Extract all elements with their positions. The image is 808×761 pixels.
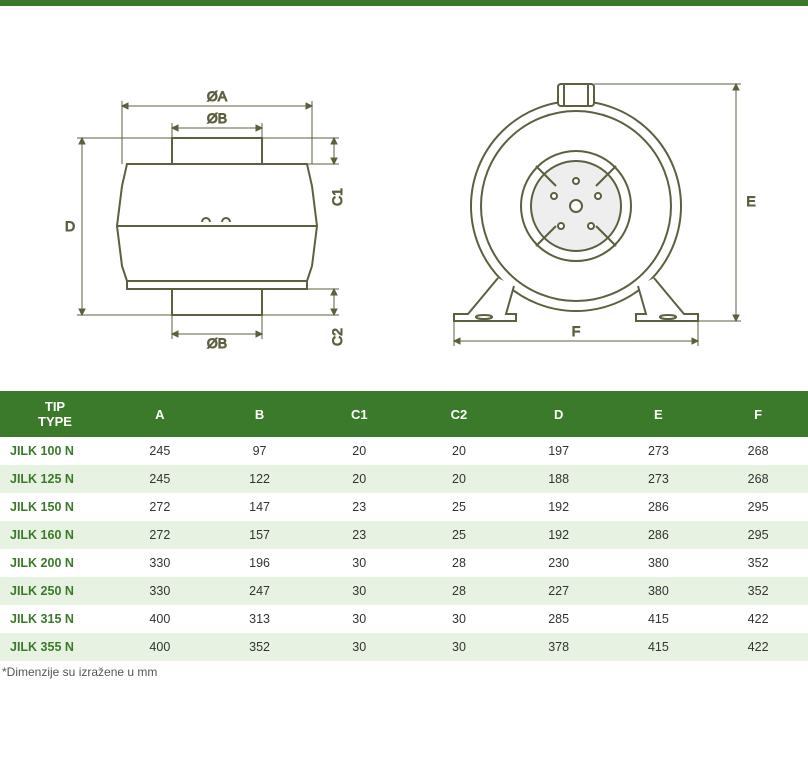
th-D: D [509, 391, 609, 437]
front-view-diagram: E F [406, 46, 766, 361]
cell-C1: 20 [309, 437, 409, 465]
cell-D: 192 [509, 493, 609, 521]
cell-F: 295 [708, 521, 808, 549]
table-row: JILK 100 N245972020197273268 [0, 437, 808, 465]
cell-C2: 28 [409, 577, 509, 605]
table-row: JILK 355 N4003523030378415422 [0, 633, 808, 661]
cell-C2: 20 [409, 437, 509, 465]
cell-model: JILK 150 N [0, 493, 110, 521]
cell-B: 313 [210, 605, 310, 633]
cell-A: 272 [110, 521, 210, 549]
table-row: JILK 250 N3302473028227380352 [0, 577, 808, 605]
cell-F: 352 [708, 549, 808, 577]
table-row: JILK 200 N3301963028230380352 [0, 549, 808, 577]
footnote: *Dimenzije su izražene u mm [0, 661, 808, 683]
cell-model: JILK 250 N [0, 577, 110, 605]
cell-B: 352 [210, 633, 310, 661]
side-view-diagram: ØA ØB ØB D [42, 46, 362, 361]
cell-model: JILK 200 N [0, 549, 110, 577]
dimensions-table: TIP TYPE A B C1 C2 D E F JILK 100 N24597… [0, 391, 808, 661]
cell-C1: 23 [309, 493, 409, 521]
table-row: JILK 125 N2451222020188273268 [0, 465, 808, 493]
th-F: F [708, 391, 808, 437]
cell-E: 380 [609, 577, 709, 605]
cell-C1: 30 [309, 633, 409, 661]
cell-A: 400 [110, 605, 210, 633]
cell-E: 415 [609, 605, 709, 633]
label-C1: C1 [329, 188, 345, 206]
label-phiB-top: ØB [207, 110, 227, 126]
cell-A: 272 [110, 493, 210, 521]
cell-C2: 25 [409, 521, 509, 549]
th-C1: C1 [309, 391, 409, 437]
cell-C2: 20 [409, 465, 509, 493]
cell-A: 400 [110, 633, 210, 661]
cell-C2: 25 [409, 493, 509, 521]
diagram-area: ØA ØB ØB D [0, 6, 808, 391]
cell-E: 286 [609, 521, 709, 549]
table-body: JILK 100 N245972020197273268JILK 125 N24… [0, 437, 808, 661]
cell-B: 196 [210, 549, 310, 577]
cell-A: 330 [110, 549, 210, 577]
cell-D: 378 [509, 633, 609, 661]
cell-E: 415 [609, 633, 709, 661]
th-B: B [210, 391, 310, 437]
cell-D: 285 [509, 605, 609, 633]
cell-D: 197 [509, 437, 609, 465]
cell-model: JILK 125 N [0, 465, 110, 493]
cell-C1: 23 [309, 521, 409, 549]
th-type: TIP TYPE [0, 391, 110, 437]
cell-E: 273 [609, 437, 709, 465]
cell-D: 188 [509, 465, 609, 493]
th-type-l1: TIP [45, 399, 65, 414]
label-F: F [572, 323, 581, 339]
table-header-row: TIP TYPE A B C1 C2 D E F [0, 391, 808, 437]
cell-B: 122 [210, 465, 310, 493]
label-C2: C2 [329, 328, 345, 346]
cell-E: 380 [609, 549, 709, 577]
cell-model: JILK 100 N [0, 437, 110, 465]
cell-F: 268 [708, 465, 808, 493]
cell-model: JILK 315 N [0, 605, 110, 633]
cell-C1: 20 [309, 465, 409, 493]
cell-D: 192 [509, 521, 609, 549]
cell-D: 230 [509, 549, 609, 577]
label-D: D [65, 218, 75, 234]
cell-model: JILK 355 N [0, 633, 110, 661]
cell-B: 97 [210, 437, 310, 465]
label-phiA: ØA [207, 88, 228, 104]
cell-C2: 30 [409, 605, 509, 633]
cell-C1: 30 [309, 605, 409, 633]
front-view-svg: E F [406, 46, 766, 356]
th-C2: C2 [409, 391, 509, 437]
th-E: E [609, 391, 709, 437]
cell-E: 273 [609, 465, 709, 493]
cell-F: 268 [708, 437, 808, 465]
cell-F: 422 [708, 633, 808, 661]
cell-B: 157 [210, 521, 310, 549]
cell-model: JILK 160 N [0, 521, 110, 549]
label-E: E [746, 193, 755, 209]
cell-D: 227 [509, 577, 609, 605]
cell-F: 352 [708, 577, 808, 605]
cell-A: 245 [110, 437, 210, 465]
cell-B: 247 [210, 577, 310, 605]
cell-F: 422 [708, 605, 808, 633]
th-type-l2: TYPE [38, 414, 72, 429]
table-row: JILK 150 N2721472325192286295 [0, 493, 808, 521]
cell-E: 286 [609, 493, 709, 521]
cell-C1: 30 [309, 549, 409, 577]
table-row: JILK 315 N4003133030285415422 [0, 605, 808, 633]
cell-A: 245 [110, 465, 210, 493]
table-row: JILK 160 N2721572325192286295 [0, 521, 808, 549]
th-A: A [110, 391, 210, 437]
cell-C2: 28 [409, 549, 509, 577]
cell-C2: 30 [409, 633, 509, 661]
cell-A: 330 [110, 577, 210, 605]
cell-C1: 30 [309, 577, 409, 605]
cell-B: 147 [210, 493, 310, 521]
cell-F: 295 [708, 493, 808, 521]
label-phiB-bottom: ØB [207, 335, 227, 351]
side-view-svg: ØA ØB ØB D [42, 46, 362, 356]
